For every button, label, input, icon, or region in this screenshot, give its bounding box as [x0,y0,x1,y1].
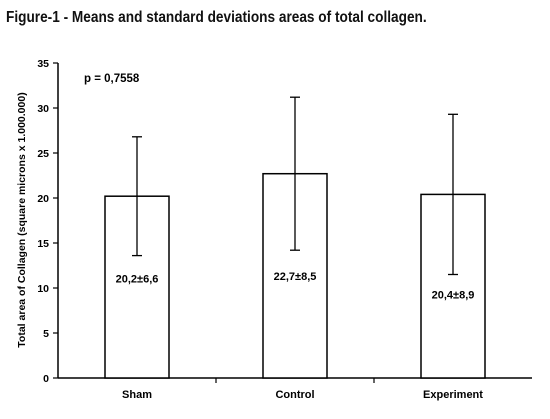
y-tick-label: 10 [37,283,49,295]
y-tick-label: 20 [37,193,49,205]
data-label-sham: 20,2±6,6 [116,274,159,286]
figure-title: Figure-1 - Means and standard deviations… [6,9,427,26]
p-value-annotation: p = 0,7558 [84,73,140,85]
x-category-label: Control [275,389,314,401]
y-tick-label: 5 [43,328,49,340]
y-tick-label: 0 [43,373,49,385]
y-axis-label: Total area of Collagen (square microns x… [16,92,28,347]
data-label-experiment: 20,4±8,9 [432,290,475,302]
y-tick-label: 30 [37,103,49,115]
x-category-label: Experiment [423,389,483,401]
chart-bars [104,172,486,379]
y-tick-label: 35 [37,58,49,70]
chart-error-bars [132,96,458,276]
data-label-control: 22,7±8,5 [274,271,317,283]
y-tick-label: 15 [37,238,49,250]
x-category-label: Sham [122,389,152,401]
chart-data-labels: 20,2±6,6 22,7±8,5 20,4±8,9 [116,271,475,301]
y-tick-label: 25 [37,148,49,160]
